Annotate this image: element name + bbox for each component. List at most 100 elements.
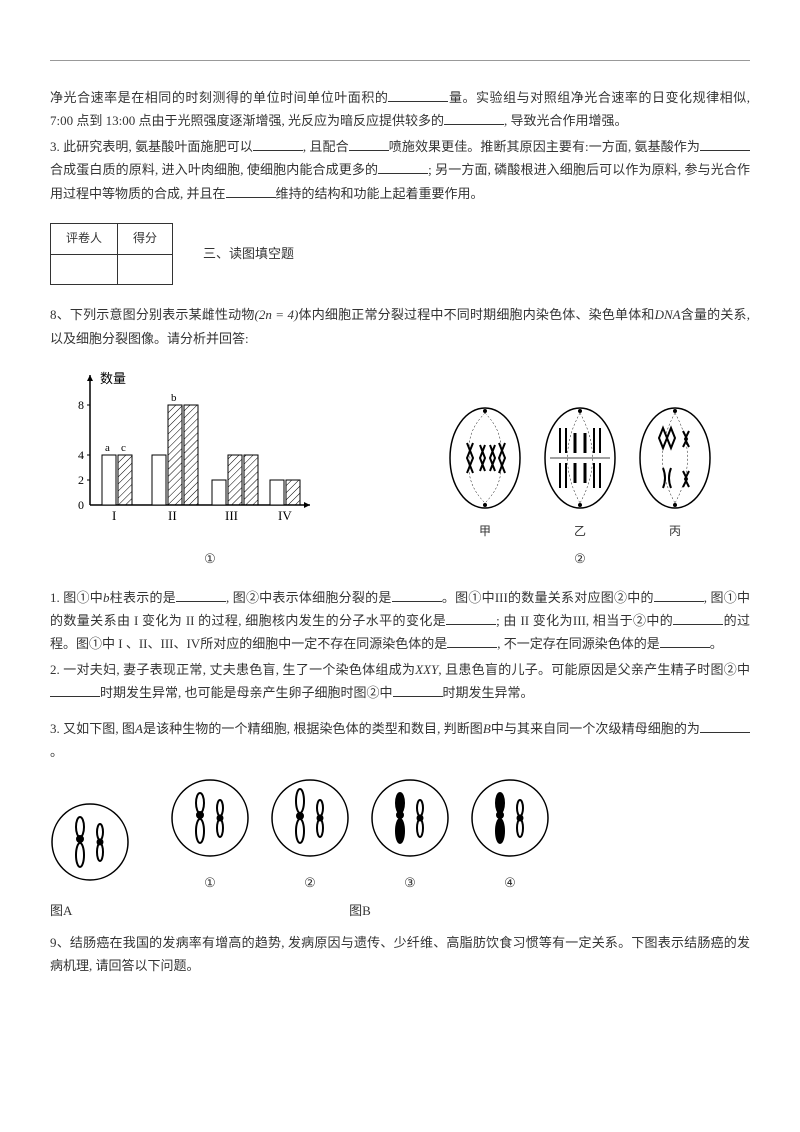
svg-text:II: II bbox=[168, 508, 177, 523]
cell-3: 丙 bbox=[635, 403, 715, 542]
cell2-label: 乙 bbox=[540, 521, 620, 543]
q8s1-t6: ; 由 II 变化为III, 相当于②中的 bbox=[496, 613, 673, 628]
question-8: 8、下列示意图分别表示某雌性动物(2n = 4)体内细胞正常分裂过程中不同时期细… bbox=[50, 303, 750, 350]
blank-field bbox=[700, 137, 750, 151]
svg-text:4: 4 bbox=[78, 448, 84, 462]
header-rule bbox=[50, 60, 750, 61]
ylabel: 数量 bbox=[100, 371, 126, 386]
q8s3-b: B bbox=[483, 721, 491, 736]
score-col2: 得分 bbox=[118, 223, 173, 254]
para2-text3: 合成蛋白质的原料, 进入叶肉细胞, 使细胞内能合成更多的 bbox=[50, 162, 378, 177]
svg-text:I: I bbox=[112, 508, 116, 523]
q8s2-formula: XXY bbox=[415, 662, 438, 677]
q8s3-t1: 3. 又如下图, 图 bbox=[50, 721, 135, 736]
cell1-label: 甲 bbox=[445, 521, 525, 543]
blank-field bbox=[654, 588, 704, 602]
cell-1: 甲 bbox=[445, 403, 525, 542]
sperm-group-a: 图A bbox=[50, 797, 130, 923]
bar-chart: 数量 0 2 4 8 a c I b bbox=[60, 365, 360, 571]
q8s3-t2: 是该种生物的一个精细胞, 根据染色体的类型和数目, 判断图 bbox=[143, 721, 483, 736]
q8-formula: (2n = 4) bbox=[255, 307, 299, 322]
chart-svg: 数量 0 2 4 8 a c I b bbox=[60, 365, 320, 535]
section-header-row: 评卷人 得分 三、读图填空题 bbox=[50, 215, 750, 293]
svg-text:IV: IV bbox=[278, 508, 292, 523]
paragraph-2: 3. 此研究表明, 氨基酸叶面施肥可以 , 且配合 喷施效果更佳。推断其原因主要有:… bbox=[50, 135, 750, 205]
q8s1-t2: 柱表示的是 bbox=[109, 590, 175, 605]
blank-field bbox=[444, 111, 504, 125]
fig2-label: ② bbox=[445, 547, 715, 570]
score-empty2 bbox=[118, 254, 173, 285]
figA-label: 图A bbox=[50, 899, 72, 922]
q8s2-t2: , 且患色盲的儿子。可能原因是父亲产生精子时图②中 bbox=[438, 662, 750, 677]
sperm1-label: ① bbox=[170, 871, 250, 894]
svg-text:c: c bbox=[121, 442, 126, 454]
blank-field bbox=[700, 719, 750, 733]
blank-field bbox=[447, 634, 497, 648]
para2-text2: 喷施效果更佳。推断其原因主要有:一方面, 氨基酸作为 bbox=[389, 139, 700, 154]
para1-text3: , 导致光合作用增强。 bbox=[504, 113, 628, 128]
blank-field bbox=[50, 683, 100, 697]
blank-field bbox=[392, 588, 442, 602]
fig1-label: ① bbox=[60, 547, 360, 570]
sperm-group-b: ① ② bbox=[170, 773, 550, 922]
q8-sub2: 2. 一对夫妇, 妻子表现正常, 丈夫患色盲, 生了一个染色体组成为XXY, 且… bbox=[50, 658, 750, 705]
sperm3-label: ③ bbox=[370, 871, 450, 894]
q8-dna: DNA bbox=[655, 307, 681, 322]
figB-label: 图B bbox=[349, 899, 371, 922]
blank-field bbox=[660, 634, 710, 648]
question-9: 9、结肠癌在我国的发病率有增高的趋势, 发病原因与遗传、少纤维、高脂肪饮食习惯等… bbox=[50, 931, 750, 978]
para2-text5: 维持的结构和功能上起着重要作用。 bbox=[276, 186, 484, 201]
sperm-4: ④ bbox=[470, 773, 550, 894]
blank-field bbox=[253, 137, 303, 151]
q8s1-t1: 1. 图①中 bbox=[50, 590, 103, 605]
para1-text1: 净光合速率是在相同的时刻测得的单位时间单位叶面积的 bbox=[50, 90, 388, 105]
score-empty1 bbox=[51, 254, 118, 285]
q8s2-t4: 时期发生异常。 bbox=[443, 685, 534, 700]
sperm-2: ② bbox=[270, 773, 350, 894]
q8-prefix: 8、下列示意图分别表示某雌性动物 bbox=[50, 307, 255, 322]
blank-field bbox=[393, 683, 443, 697]
q9-text: 9、结肠癌在我国的发病率有增高的趋势, 发病原因与遗传、少纤维、高脂肪饮食习惯等… bbox=[50, 935, 750, 973]
blank-field bbox=[226, 184, 276, 198]
score-col1: 评卷人 bbox=[51, 223, 118, 254]
q8-sub3: 3. 又如下图, 图A是该种生物的一个精细胞, 根据染色体的类型和数目, 判断图… bbox=[50, 717, 750, 764]
q8s1-t3: , 图②中表示体细胞分裂的是 bbox=[226, 590, 392, 605]
sperm-1: ① bbox=[170, 773, 250, 894]
sperm-figure: 图A ① bbox=[50, 773, 750, 922]
cell-diagrams: 甲 bbox=[420, 403, 740, 571]
q8-text: 体内细胞正常分裂过程中不同时期细胞内染色体、染色单体和 bbox=[298, 307, 654, 322]
q8s3-t3: 中与其来自同一个次级精母细胞的为 bbox=[491, 721, 700, 736]
q8s2-t3: 时期发生异常, 也可能是母亲产生卵子细胞时图②中 bbox=[100, 685, 393, 700]
q8s3-t4: 。 bbox=[50, 744, 63, 759]
svg-text:2: 2 bbox=[78, 473, 84, 487]
q8s1-t8: , 不一定存在同源染色体的是 bbox=[497, 636, 660, 651]
cell-2: 乙 bbox=[540, 403, 620, 542]
blank-field bbox=[388, 88, 448, 102]
q8s1-t9: 。 bbox=[710, 636, 723, 651]
sperm-a bbox=[50, 797, 130, 894]
figure-container-1: 数量 0 2 4 8 a c I b bbox=[50, 365, 750, 571]
blank-field bbox=[446, 611, 496, 625]
blank-field bbox=[673, 611, 723, 625]
blank-field bbox=[378, 160, 428, 174]
blank-field bbox=[176, 588, 226, 602]
cell3-label: 丙 bbox=[635, 521, 715, 543]
section-3-title: 三、读图填空题 bbox=[203, 242, 294, 265]
svg-text:b: b bbox=[171, 392, 177, 404]
svg-text:a: a bbox=[105, 442, 110, 454]
blank-field bbox=[349, 137, 389, 151]
paragraph-1: 净光合速率是在相同的时刻测得的单位时间单位叶面积的量。实验组与对照组净光合速率的… bbox=[50, 86, 750, 133]
q8s1-t4: 。图①中III的数量关系对应图②中的 bbox=[442, 590, 654, 605]
svg-text:8: 8 bbox=[78, 398, 84, 412]
svg-text:III: III bbox=[225, 508, 238, 523]
sperm-3: ③ bbox=[370, 773, 450, 894]
score-table: 评卷人 得分 bbox=[50, 223, 173, 285]
sperm2-label: ② bbox=[270, 871, 350, 894]
sperm4-label: ④ bbox=[470, 871, 550, 894]
para2-prefix: 3. 此研究表明, 氨基酸叶面施肥可以 bbox=[50, 139, 253, 154]
q8s3-a: A bbox=[135, 721, 143, 736]
q8-sub1: 1. 图①中b柱表示的是, 图②中表示体细胞分裂的是。图①中III的数量关系对应… bbox=[50, 586, 750, 656]
svg-text:0: 0 bbox=[78, 498, 84, 512]
q8s2-t1: 2. 一对夫妇, 妻子表现正常, 丈夫患色盲, 生了一个染色体组成为 bbox=[50, 662, 415, 677]
para2-text1: , 且配合 bbox=[303, 139, 349, 154]
